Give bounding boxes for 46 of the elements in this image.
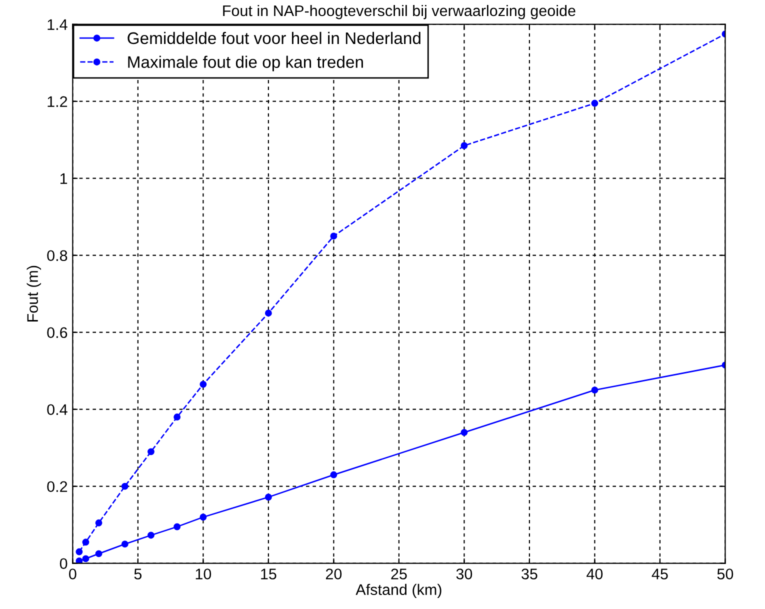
point bbox=[76, 548, 83, 556]
y-tick-label: 0.2 bbox=[47, 481, 68, 492]
chart-title: Fout in NAP-hoogteverschil bij verwaarlozing geoide bbox=[223, 4, 576, 20]
point bbox=[460, 428, 468, 436]
point bbox=[121, 482, 128, 490]
x-tick-label: 45 bbox=[652, 568, 668, 580]
x-tick-label: 0 bbox=[69, 568, 76, 580]
x-tick-label: 10 bbox=[196, 568, 212, 580]
point bbox=[591, 100, 598, 107]
point bbox=[460, 142, 468, 150]
y-tick-label: 0 bbox=[60, 558, 68, 570]
point bbox=[121, 540, 128, 548]
point bbox=[264, 310, 272, 317]
y-tick-label: 1.2 bbox=[48, 96, 68, 107]
point bbox=[148, 448, 154, 456]
point bbox=[200, 380, 207, 388]
point bbox=[200, 514, 207, 521]
x-tick-label: 20 bbox=[326, 568, 342, 580]
x-tick-label: 35 bbox=[522, 568, 538, 580]
legend-label: Maximale fout die op kan treden bbox=[128, 56, 363, 72]
point bbox=[591, 386, 598, 394]
x-tick-label: 15 bbox=[261, 568, 276, 580]
y-tick-label: 0.8 bbox=[47, 250, 68, 262]
legend-label: Gemiddelde fout voor heel in Nederland bbox=[128, 32, 420, 44]
y-tick-label: 1.4 bbox=[48, 19, 68, 30]
x-tick-label: 5 bbox=[134, 568, 142, 580]
y-tick-label: 0.4 bbox=[47, 404, 68, 416]
point bbox=[330, 471, 338, 478]
point bbox=[330, 232, 338, 240]
x-tick-label: 25 bbox=[391, 568, 407, 580]
y-axis-title: Fout (m) bbox=[26, 266, 42, 322]
point bbox=[95, 519, 102, 526]
y-tick-label: 0.6 bbox=[47, 327, 68, 338]
x-tick-label: 40 bbox=[586, 568, 603, 580]
point bbox=[174, 523, 181, 530]
point bbox=[95, 550, 102, 558]
point bbox=[76, 558, 83, 564]
point bbox=[82, 555, 90, 562]
x-tick-label: 30 bbox=[456, 568, 472, 580]
x-tick-label: 50 bbox=[717, 568, 734, 580]
x-axis-title: Afstand (km) bbox=[356, 584, 442, 598]
point bbox=[82, 538, 90, 546]
point bbox=[148, 532, 154, 539]
y-tick-label: 1 bbox=[60, 173, 68, 184]
point bbox=[174, 414, 181, 421]
point bbox=[264, 494, 272, 501]
